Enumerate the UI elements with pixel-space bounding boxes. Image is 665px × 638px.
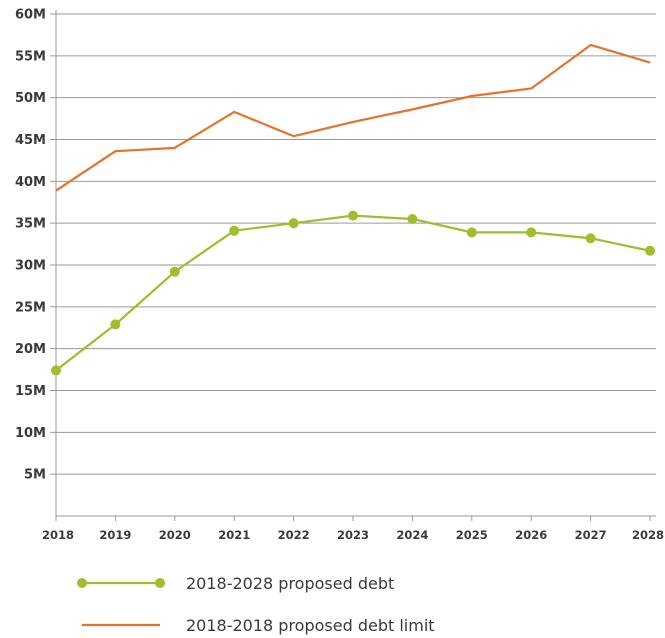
y-tick-label: 45M xyxy=(15,133,46,148)
data-series xyxy=(51,43,655,376)
x-tick-label: 2027 xyxy=(575,528,607,542)
legend-label-2: 2018-2018 proposed debt limit xyxy=(186,616,435,635)
data-point-2020 xyxy=(169,266,180,277)
grid-lines xyxy=(56,13,656,475)
legend-label-1: 2018-2028 proposed debt xyxy=(186,574,394,593)
data-point-2024 xyxy=(407,213,418,224)
data-point-2018 xyxy=(51,365,61,376)
x-tick-label: 2020 xyxy=(159,528,191,542)
x-tick-label: 2026 xyxy=(515,528,547,542)
legend-marker-left xyxy=(77,578,87,588)
y-tick-label: 15M xyxy=(15,384,46,399)
x-tick-label: 2019 xyxy=(99,528,131,542)
data-point-2027 xyxy=(585,233,596,244)
x-tick-label: 2022 xyxy=(278,528,310,542)
x-tick-label: 2018 xyxy=(42,528,74,542)
y-tick-label: 5M xyxy=(24,468,46,483)
y-tick-label: 50M xyxy=(15,91,46,106)
data-point-2019 xyxy=(110,319,121,330)
series-line-1 xyxy=(55,214,651,372)
x-tick-label: 2021 xyxy=(218,528,250,542)
y-tick-label: 25M xyxy=(15,300,46,315)
x-tick-label: 2025 xyxy=(456,528,488,542)
data-point-2023 xyxy=(348,210,358,221)
series-line-2 xyxy=(55,43,651,192)
legend: 2018-2028 proposed debt 2018-2018 propose… xyxy=(77,574,435,635)
y-tick-label: 30M xyxy=(15,259,46,274)
y-tick-label: 60M xyxy=(15,8,46,23)
y-tick-label: 35M xyxy=(15,217,46,232)
x-tick-label: 2023 xyxy=(337,528,369,542)
data-point-2028 xyxy=(645,245,655,256)
y-tick-label: 40M xyxy=(15,175,46,190)
x-tick-label: 2028 xyxy=(632,528,664,542)
data-point-2022 xyxy=(288,218,299,229)
y-tick-label: 20M xyxy=(15,342,46,357)
axes xyxy=(50,10,656,521)
y-tick-label: 10M xyxy=(15,426,46,441)
data-point-2025 xyxy=(466,227,477,238)
x-axis-tick-labels: 2018 2019 2020 2021 2022 2023 2024 2025 2026 2027… xyxy=(42,528,664,542)
data-point-2026 xyxy=(526,227,537,238)
legend-marker-right xyxy=(155,578,165,588)
y-tick-label: 55M xyxy=(15,49,46,64)
x-tick-label: 2024 xyxy=(396,528,428,542)
data-point-2021 xyxy=(229,225,240,236)
y-axis-tick-labels: 5M 10M 15M 20M 25M 30M 35M 40M 45M 50M 55M 60M xyxy=(15,8,46,483)
